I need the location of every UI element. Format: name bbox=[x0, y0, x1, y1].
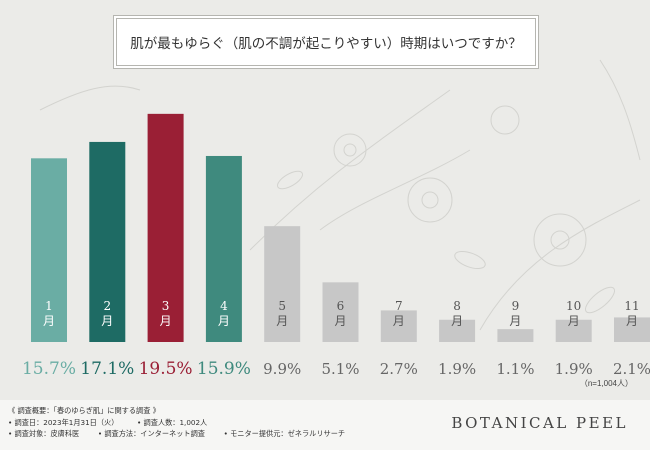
bar-9 bbox=[497, 329, 534, 342]
chart-title: 肌が最もゆらぐ（肌の不調が起こりやすい）時期はいつですか？ bbox=[113, 15, 539, 69]
value-label-1: 15.7% bbox=[22, 359, 76, 379]
bar-3 bbox=[147, 113, 184, 342]
month-label-11: 11 月 bbox=[624, 299, 639, 328]
bar-2 bbox=[89, 141, 126, 342]
value-label-6: 5.1% bbox=[321, 360, 359, 378]
survey-monitor: • モニター提供元：ゼネラルリサーチ bbox=[223, 429, 346, 438]
survey-respondents: • 調査人数：1,002人 bbox=[137, 417, 208, 427]
value-label-10: 1.9% bbox=[555, 360, 593, 378]
bar-4 bbox=[205, 155, 242, 342]
value-label-3: 19.5% bbox=[139, 359, 193, 379]
survey-info: 《 調査概要：「春のゆらぎ肌」に関する調査 》 • 調査日：2023年1月31日… bbox=[8, 405, 345, 440]
value-label-8: 1.9% bbox=[438, 360, 476, 378]
bar-11 bbox=[614, 317, 650, 342]
value-label-9: 1.1% bbox=[496, 360, 534, 378]
value-label-5: 9.9% bbox=[263, 360, 301, 378]
survey-date: • 調査日：2023年1月31日（火） bbox=[8, 417, 119, 427]
brand-logo: BOTANICAL PEEL bbox=[451, 414, 628, 432]
value-label-2: 17.1% bbox=[80, 359, 134, 379]
bar-5 bbox=[264, 226, 301, 342]
bar-6 bbox=[322, 282, 359, 342]
bar-chart: 1 月 15.7% 2 月 17.1% 3 月 19.5% 4 月 15.9% 5 月 9.9% 6 月 5.1%… bbox=[22, 113, 650, 379]
value-label-7: 2.7% bbox=[380, 360, 418, 378]
footer: 《 調査概要：「春のゆらぎ肌」に関する調査 》 • 調査日：2023年1月31日… bbox=[0, 400, 650, 450]
bar-8 bbox=[439, 319, 476, 342]
value-label-4: 15.9% bbox=[197, 359, 251, 379]
survey-overview: 《 調査概要：「春のゆらぎ肌」に関する調査 》 bbox=[8, 406, 160, 415]
value-label-11: 2.1% bbox=[613, 360, 650, 378]
bar-7 bbox=[380, 310, 417, 342]
month-label-10: 10 月 bbox=[566, 299, 581, 328]
survey-target: • 調査対象：皮膚科医 bbox=[8, 429, 80, 438]
survey-method: • 調査方法：インターネット調査 bbox=[97, 429, 205, 438]
bar-10 bbox=[555, 319, 592, 342]
bar-1 bbox=[31, 158, 67, 342]
sample-size-note: （n=1,004人） bbox=[579, 379, 633, 388]
